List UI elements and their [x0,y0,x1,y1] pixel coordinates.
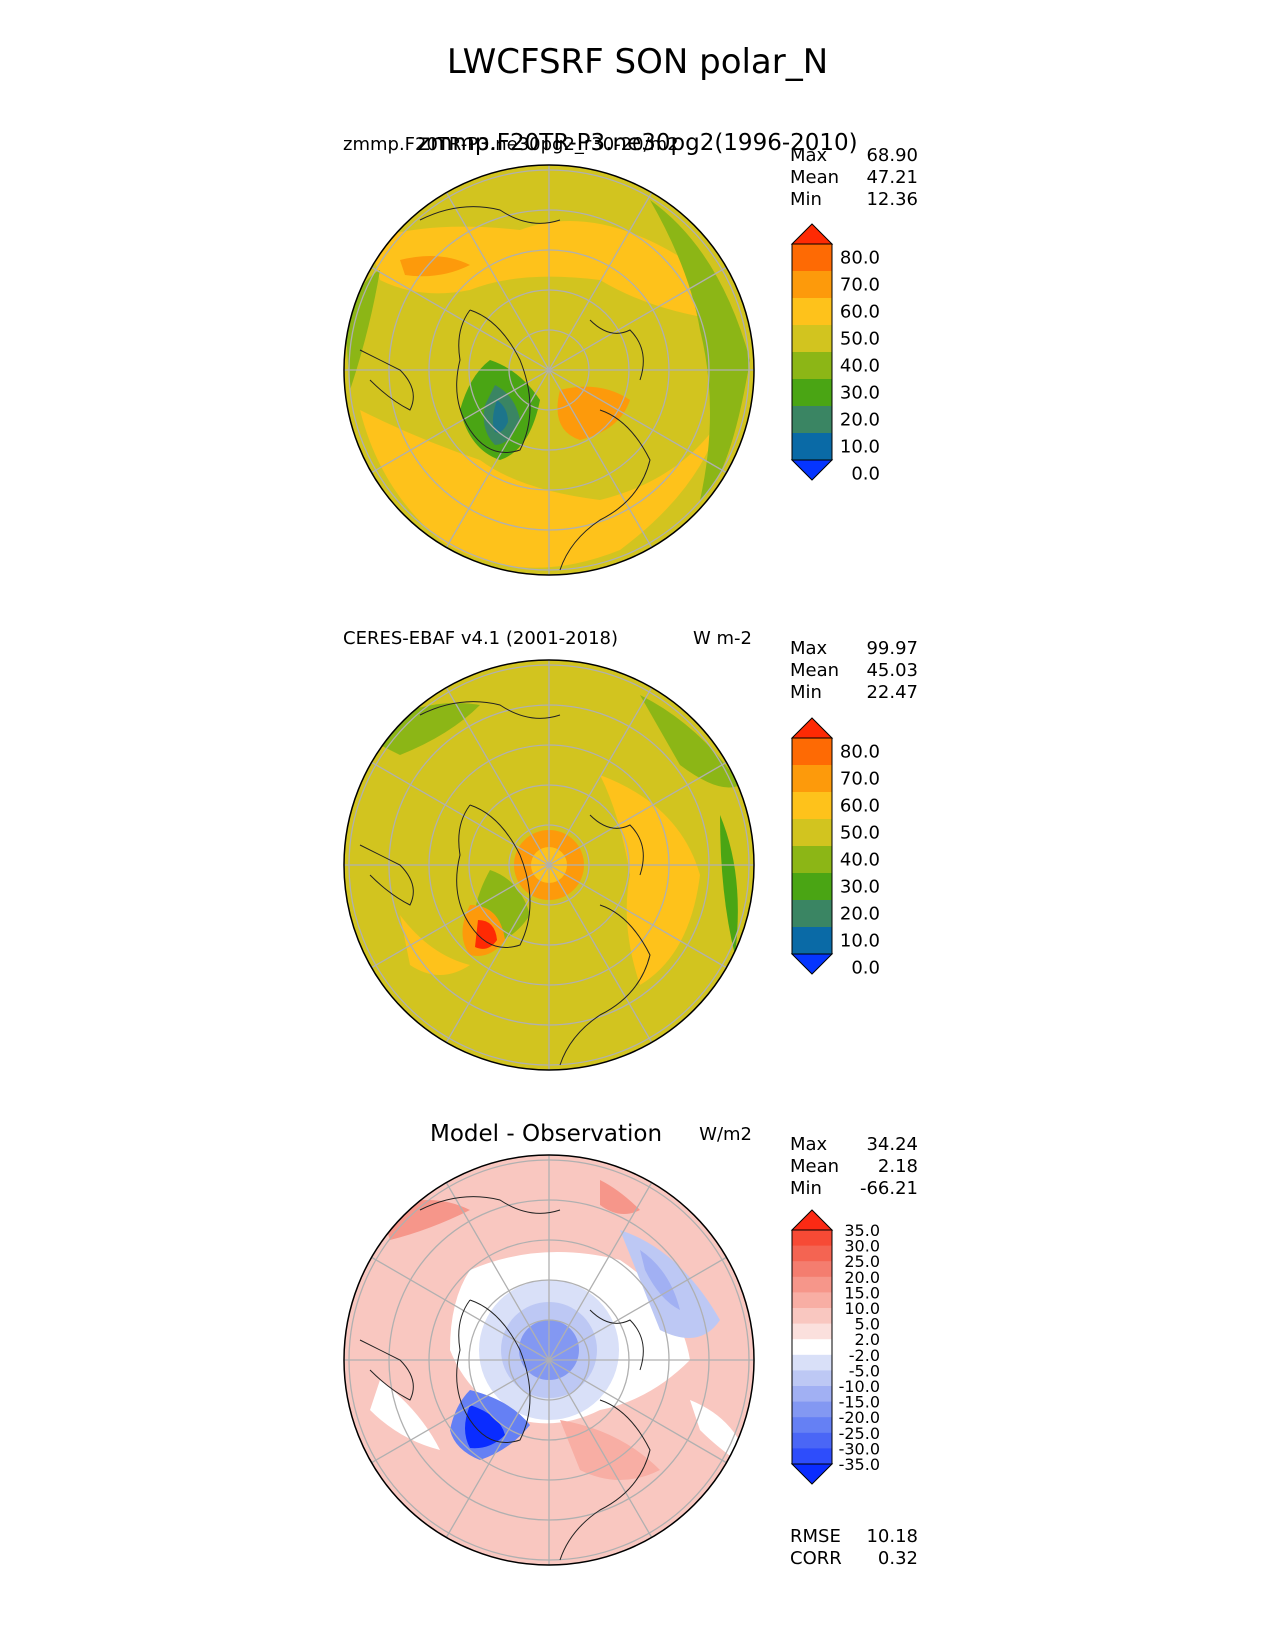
panel-2-colorbar-tick-label: 30.0 [840,877,880,898]
panel-3-center-title: Model - Observation [430,1121,663,1147]
panel-2-colorbar-cap-top [790,717,834,739]
panel-1-colorbar-swatch [792,325,832,353]
panel-1-colorbar-swatch [792,379,832,407]
panel-3-colorbar-swatch [792,1292,832,1309]
panel-3-colorbar-tick-label: -10.0 [839,1377,880,1396]
panel-3-colorbar-tick-label: 30.0 [844,1237,880,1256]
panel-1-colorbar-swatch [792,406,832,434]
panel-3-colorbar-swatch [792,1401,832,1418]
panel-3-colorbar-tick-label: 10.0 [844,1299,880,1318]
panel-3-colorbar-tick-label: 20.0 [844,1268,880,1287]
panel-2-colorbar-tick-label: 0.0 [851,958,880,979]
panel-2-colorbar-tick-label: 10.0 [840,931,880,952]
panel-2-colorbar-tick-label: 40.0 [840,850,880,871]
panel-3-colorbar-tick-label: -15.0 [839,1393,880,1412]
panel-1-colorbar-tick-label: 0.0 [851,464,880,485]
panel-2-colorbar-swatch [792,900,832,928]
panel-1-stat-mean: Mean 47.21 [790,167,918,188]
panel-3-stat-min: Min -66.21 [790,1178,918,1199]
panel-1-colorbar-tick-label: 10.0 [840,437,880,458]
panel-1-colorbar-tick-label: 20.0 [840,410,880,431]
panel-1-colorbar-tick-label: 80.0 [840,248,880,269]
panel-3-stat-max: Max 34.24 [790,1134,918,1155]
panel-1-colorbar-swatch [792,433,832,461]
panel-1-overlap-title: zmmp.F20TR-P3.ne30pg2(1996-2010) [418,130,858,156]
panel-3-colorbar-tick-label: 35.0 [844,1221,880,1240]
panel-3-stat-mean: Mean 2.18 [790,1156,918,1177]
panel-3-colorbar-swatch [792,1354,832,1371]
panel-3-colorbar-cap-bottom [790,1463,834,1485]
panel-3-colorbar-swatch [792,1245,832,1262]
panel-1-colorbar-tick-label: 70.0 [840,275,880,296]
panel-2-colorbar-tick-label: 50.0 [840,823,880,844]
panel-2-stat-mean: Mean 45.03 [790,660,918,681]
panel-3-colorbar-cap-top [790,1209,834,1231]
panel-2-left-title: CERES-EBAF v4.1 (2001-2018) [343,628,619,649]
panel-3-colorbar-swatch [792,1323,832,1340]
panel-3-units: W/m2 [699,1124,752,1145]
panel-1-colorbar-swatch [792,298,832,326]
panel-3-colorbar-tick-label: -35.0 [839,1455,880,1474]
panel-1-colorbar-tick-label: 50.0 [840,329,880,350]
panel-3-colorbar-swatch [792,1261,832,1278]
panel-3-colorbar-swatch [792,1432,832,1449]
panel-2-colorbar-swatch [792,792,832,820]
panel-2-colorbar-cap-bottom [790,953,834,975]
panel-1-colorbar-outline [791,243,833,461]
panel-3-colorbar-tick-label: -5.0 [849,1361,880,1380]
panel-1-left-title: zmmp.F20TR-P3.ne30pg2_r30-20/m2 [343,134,679,155]
panel-3-colorbar-swatch [792,1308,832,1325]
panel-2-units: W m-2 [692,628,752,649]
panel-2-colorbar-tick-label: 20.0 [840,904,880,925]
panel-2-polar-map [343,659,755,1071]
panel-3-colorbar-swatch [792,1230,832,1247]
panel-3-colorbar-swatch [792,1417,832,1434]
panel-3-colorbar-tick-label: -30.0 [839,1439,880,1458]
panel-2-colorbar-swatch [792,765,832,793]
panel-2-colorbar-tick-label: 60.0 [840,796,880,817]
panel-3-stat-corr: CORR 0.32 [790,1548,918,1569]
panel-1-stat-min: Min 12.36 [790,189,918,210]
panel-3-stat-rmse: RMSE 10.18 [790,1526,918,1547]
panel-2-colorbar-swatch [792,927,832,955]
panel-3-colorbar-swatch [792,1448,832,1465]
panel-2-stat-min: Min 22.47 [790,682,918,703]
panel-1-colorbar-swatch [792,352,832,380]
panel-1-colorbar-cap-bottom [790,459,834,481]
panel-3-colorbar-tick-label: 2.0 [855,1330,880,1349]
panel-3-polar-map [343,1154,755,1566]
panel-3-colorbar-tick-label: -25.0 [839,1424,880,1443]
panel-2-colorbar-tick-label: 70.0 [840,769,880,790]
panel-1-colorbar-tick-label: 40.0 [840,356,880,377]
panel-1-colorbar: 80.0 70.0 60.0 50.0 40.0 30.0 20.0 10.0 0.0 [790,223,880,485]
panel-1-polar-map [343,164,755,576]
figure-title: LWCFSRF SON polar_N [446,42,829,82]
panel-3-colorbar: 35.030.025.020.015.010.05.02.0-2.0-5.0-1… [790,1209,880,1485]
panel-2-colorbar-tick-label: 80.0 [840,742,880,763]
panel-3-colorbar-tick-label: -2.0 [849,1346,880,1365]
panel-1-colorbar-swatch [792,271,832,299]
panel-2-colorbar-swatch [792,819,832,847]
panel-2-colorbar-swatch [792,738,832,766]
panel-3-colorbar-swatch [792,1386,832,1403]
panel-2-colorbar-swatch [792,873,832,901]
panel-2-stat-max: Max 99.97 [790,638,918,659]
panel-3-colorbar-swatch [792,1276,832,1293]
panel-1-colorbar-tick-label: 60.0 [840,302,880,323]
panel-3-colorbar-swatch [792,1370,832,1387]
panel-2-colorbar-swatch [792,846,832,874]
panel-2-colorbar: 80.0 70.0 60.0 50.0 40.0 30.0 20.0 10.0 0.0 [790,717,880,979]
panel-1-colorbar-cap-top [790,223,834,245]
panel-3-colorbar-swatch [792,1339,832,1356]
panel-1-colorbar-tick-label: 30.0 [840,383,880,404]
panel-3-colorbar-tick-label: -20.0 [839,1408,880,1427]
panel-1-stat-max: Max 68.90 [790,145,918,166]
panel-3-colorbar-tick-label: 15.0 [844,1283,880,1302]
panel-3-colorbar-tick-label: 25.0 [844,1252,880,1271]
panel-1-colorbar-swatch [792,244,832,272]
panel-3-colorbar-tick-label: 5.0 [855,1315,880,1334]
panel-2-colorbar-outline [791,737,833,955]
panel-3-colorbar-outline [791,1229,833,1465]
